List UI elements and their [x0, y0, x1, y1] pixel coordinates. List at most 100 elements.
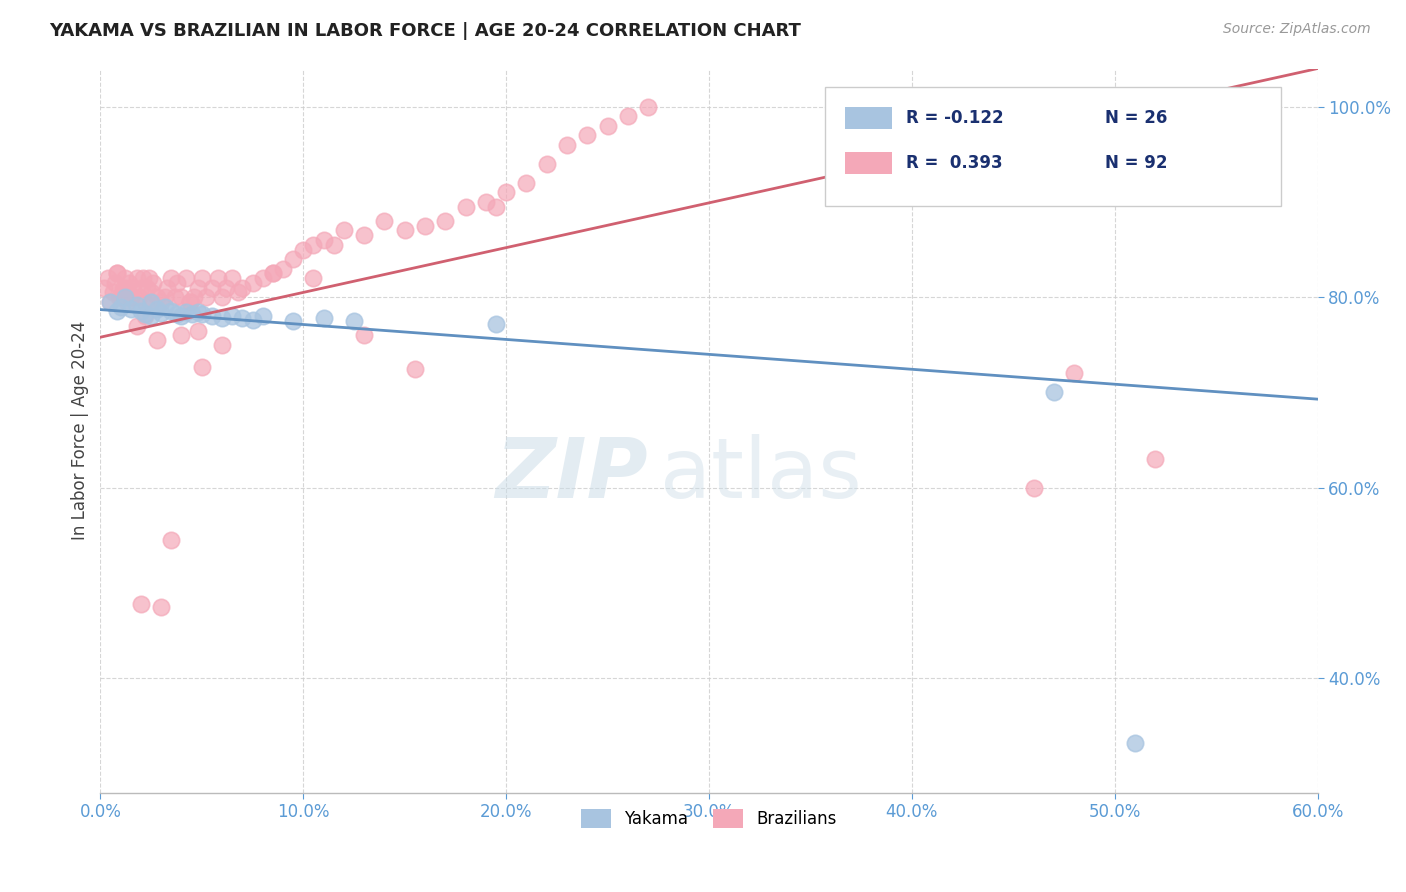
Point [1063, 367, 1085, 381]
Text: ZIP: ZIP [495, 434, 648, 515]
Point [207, 271, 229, 285]
Text: N = 26: N = 26 [1105, 109, 1167, 127]
Point [475, 194, 498, 209]
Point [191, 359, 214, 374]
Point [105, 266, 128, 280]
Point [129, 597, 152, 611]
Point [132, 271, 155, 285]
Point [111, 280, 134, 294]
Point [353, 328, 375, 343]
Point [174, 271, 197, 285]
Point [215, 280, 238, 294]
Point [617, 109, 640, 123]
Point [114, 290, 136, 304]
Point [139, 285, 162, 300]
Point [136, 280, 159, 294]
Point [179, 295, 201, 310]
Point [142, 276, 165, 290]
Point [110, 290, 132, 304]
Point [302, 237, 325, 252]
Point [211, 338, 233, 352]
Point [231, 311, 253, 326]
Point [155, 300, 177, 314]
Point [166, 307, 188, 321]
Point [114, 271, 136, 285]
Point [120, 290, 142, 304]
Point [114, 280, 136, 294]
Point [252, 271, 274, 285]
Point [129, 304, 152, 318]
Point [485, 200, 508, 214]
Point [262, 266, 284, 280]
Point [134, 307, 156, 321]
Text: R =  0.393: R = 0.393 [905, 153, 1002, 171]
Point [515, 176, 537, 190]
Point [242, 276, 264, 290]
Point [1043, 385, 1066, 400]
Point [134, 295, 156, 310]
Point [353, 228, 375, 243]
Text: atlas: atlas [661, 434, 862, 515]
Point [150, 295, 173, 310]
Point [434, 214, 457, 228]
Point [1144, 452, 1167, 467]
Point [120, 301, 142, 316]
Text: N = 92: N = 92 [1105, 153, 1167, 171]
Text: Source: ZipAtlas.com: Source: ZipAtlas.com [1223, 22, 1371, 37]
Point [343, 314, 366, 328]
Point [97, 271, 120, 285]
Point [576, 128, 599, 143]
Point [93, 280, 115, 294]
Point [231, 280, 253, 294]
Point [242, 313, 264, 327]
Point [139, 295, 162, 310]
Point [194, 290, 217, 304]
Point [555, 137, 578, 152]
Point [146, 333, 169, 347]
FancyBboxPatch shape [845, 107, 891, 128]
Point [125, 271, 148, 285]
Point [394, 223, 416, 237]
Point [146, 290, 169, 304]
Point [160, 533, 183, 548]
Point [125, 298, 148, 312]
FancyBboxPatch shape [845, 152, 891, 174]
Point [150, 306, 173, 320]
Point [271, 261, 294, 276]
Point [125, 318, 148, 333]
Point [201, 310, 224, 324]
Point [118, 276, 141, 290]
Point [221, 271, 243, 285]
FancyBboxPatch shape [824, 87, 1281, 206]
Point [495, 186, 517, 200]
Point [191, 307, 214, 321]
Point [404, 361, 426, 376]
Point [170, 310, 193, 324]
Point [166, 276, 188, 290]
Point [101, 285, 124, 300]
Point [292, 243, 315, 257]
Point [138, 271, 160, 285]
Point [454, 200, 477, 214]
Text: R = -0.122: R = -0.122 [905, 109, 1004, 127]
Point [170, 290, 193, 304]
Point [139, 310, 162, 324]
Point [1022, 481, 1045, 495]
Point [187, 280, 209, 294]
Point [413, 219, 436, 233]
Point [1123, 736, 1146, 750]
Point [221, 310, 243, 324]
Point [201, 280, 224, 294]
Point [115, 295, 138, 310]
Point [107, 290, 129, 304]
Point [156, 280, 179, 294]
Text: YAKAMA VS BRAZILIAN IN LABOR FORCE | AGE 20-24 CORRELATION CHART: YAKAMA VS BRAZILIAN IN LABOR FORCE | AGE… [49, 22, 801, 40]
Point [139, 295, 162, 310]
Point [179, 295, 201, 310]
Point [180, 307, 202, 321]
Point [373, 214, 395, 228]
Point [322, 237, 344, 252]
Point [160, 304, 183, 318]
Point [281, 314, 304, 328]
Point [262, 266, 284, 280]
